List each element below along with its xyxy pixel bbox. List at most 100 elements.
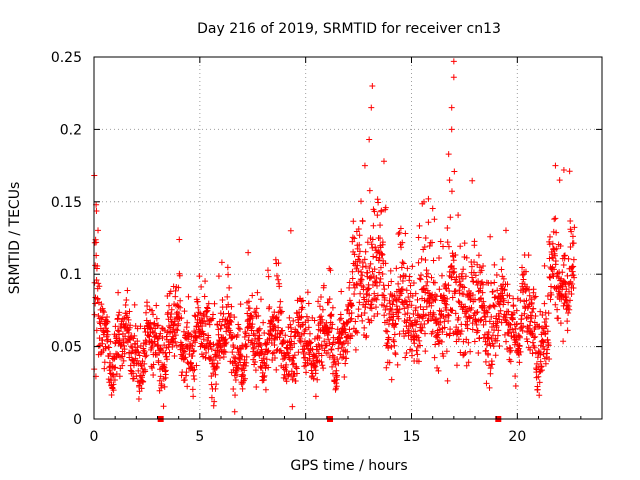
data-point bbox=[239, 342, 246, 349]
data-point bbox=[335, 360, 342, 367]
data-point bbox=[373, 282, 380, 289]
data-point bbox=[131, 332, 138, 339]
data-point bbox=[314, 376, 321, 383]
data-point bbox=[563, 293, 570, 300]
data-point bbox=[255, 327, 262, 334]
data-point bbox=[394, 361, 401, 368]
data-point bbox=[569, 233, 576, 240]
data-point bbox=[429, 328, 436, 335]
data-point bbox=[109, 385, 116, 392]
data-point bbox=[180, 349, 187, 356]
data-point bbox=[260, 374, 267, 381]
data-point bbox=[546, 255, 553, 262]
data-point bbox=[342, 360, 349, 367]
data-point bbox=[446, 288, 453, 295]
data-point bbox=[325, 299, 332, 306]
data-point bbox=[557, 243, 564, 250]
data-point bbox=[344, 319, 351, 326]
data-point bbox=[233, 364, 240, 371]
data-point bbox=[356, 248, 363, 255]
data-point bbox=[544, 346, 551, 353]
data-point bbox=[448, 126, 455, 133]
data-point bbox=[387, 305, 394, 312]
data-point bbox=[264, 267, 271, 274]
data-point bbox=[131, 301, 138, 308]
data-point bbox=[524, 338, 531, 345]
data-point bbox=[408, 302, 415, 309]
data-point bbox=[166, 349, 173, 356]
data-point bbox=[534, 386, 541, 393]
data-point bbox=[463, 336, 470, 343]
data-point bbox=[359, 317, 366, 324]
data-point bbox=[273, 272, 280, 279]
data-point bbox=[365, 285, 372, 292]
data-point bbox=[124, 287, 131, 294]
data-point bbox=[138, 385, 145, 392]
data-point bbox=[210, 311, 217, 318]
data-point bbox=[243, 343, 250, 350]
data-point bbox=[402, 311, 409, 318]
data-point bbox=[223, 339, 230, 346]
data-point bbox=[231, 314, 238, 321]
data-point bbox=[384, 328, 391, 335]
data-point bbox=[443, 331, 450, 338]
data-point bbox=[176, 236, 183, 243]
data-point bbox=[537, 308, 544, 315]
data-point bbox=[424, 270, 431, 277]
data-point bbox=[368, 317, 375, 324]
data-point bbox=[368, 274, 375, 281]
data-point bbox=[178, 342, 185, 348]
data-point bbox=[239, 371, 246, 378]
data-point bbox=[283, 361, 290, 368]
data-point bbox=[381, 312, 388, 319]
data-point bbox=[540, 339, 547, 346]
data-point bbox=[453, 279, 460, 286]
data-point bbox=[318, 313, 325, 320]
data-point bbox=[469, 274, 476, 281]
data-point bbox=[352, 318, 359, 325]
data-point bbox=[497, 307, 504, 314]
data-point bbox=[289, 403, 296, 410]
data-point bbox=[450, 74, 457, 81]
data-point bbox=[250, 330, 257, 337]
data-point bbox=[438, 272, 445, 279]
data-point bbox=[147, 319, 154, 326]
data-point bbox=[292, 377, 299, 384]
data-point bbox=[258, 364, 265, 371]
data-point bbox=[505, 329, 512, 336]
data-point bbox=[229, 349, 236, 356]
data-point bbox=[157, 346, 164, 353]
data-point bbox=[153, 315, 160, 322]
data-point bbox=[306, 355, 313, 362]
data-point bbox=[162, 368, 169, 375]
data-point bbox=[447, 326, 454, 333]
data-point bbox=[380, 158, 387, 165]
data-point bbox=[333, 380, 340, 387]
data-point bbox=[501, 286, 508, 293]
data-point bbox=[150, 311, 157, 318]
data-point bbox=[568, 264, 575, 271]
data-point bbox=[95, 280, 102, 287]
data-point bbox=[158, 380, 165, 387]
data-point bbox=[227, 329, 234, 336]
data-point bbox=[540, 351, 547, 358]
data-point bbox=[459, 270, 466, 277]
data-point bbox=[312, 367, 319, 374]
data-point bbox=[457, 243, 464, 250]
data-point bbox=[520, 276, 527, 283]
data-point bbox=[302, 326, 309, 333]
data-point bbox=[368, 305, 375, 312]
data-point bbox=[367, 301, 374, 308]
data-point bbox=[434, 364, 441, 371]
data-point bbox=[213, 364, 220, 371]
data-point bbox=[487, 233, 494, 240]
data-point bbox=[423, 282, 430, 289]
data-point bbox=[486, 318, 493, 325]
data-point bbox=[134, 357, 141, 364]
data-point bbox=[416, 222, 423, 229]
data-point bbox=[356, 241, 363, 248]
data-point bbox=[564, 327, 571, 334]
data-point bbox=[458, 328, 465, 335]
data-point bbox=[432, 297, 439, 304]
data-point bbox=[358, 198, 365, 205]
